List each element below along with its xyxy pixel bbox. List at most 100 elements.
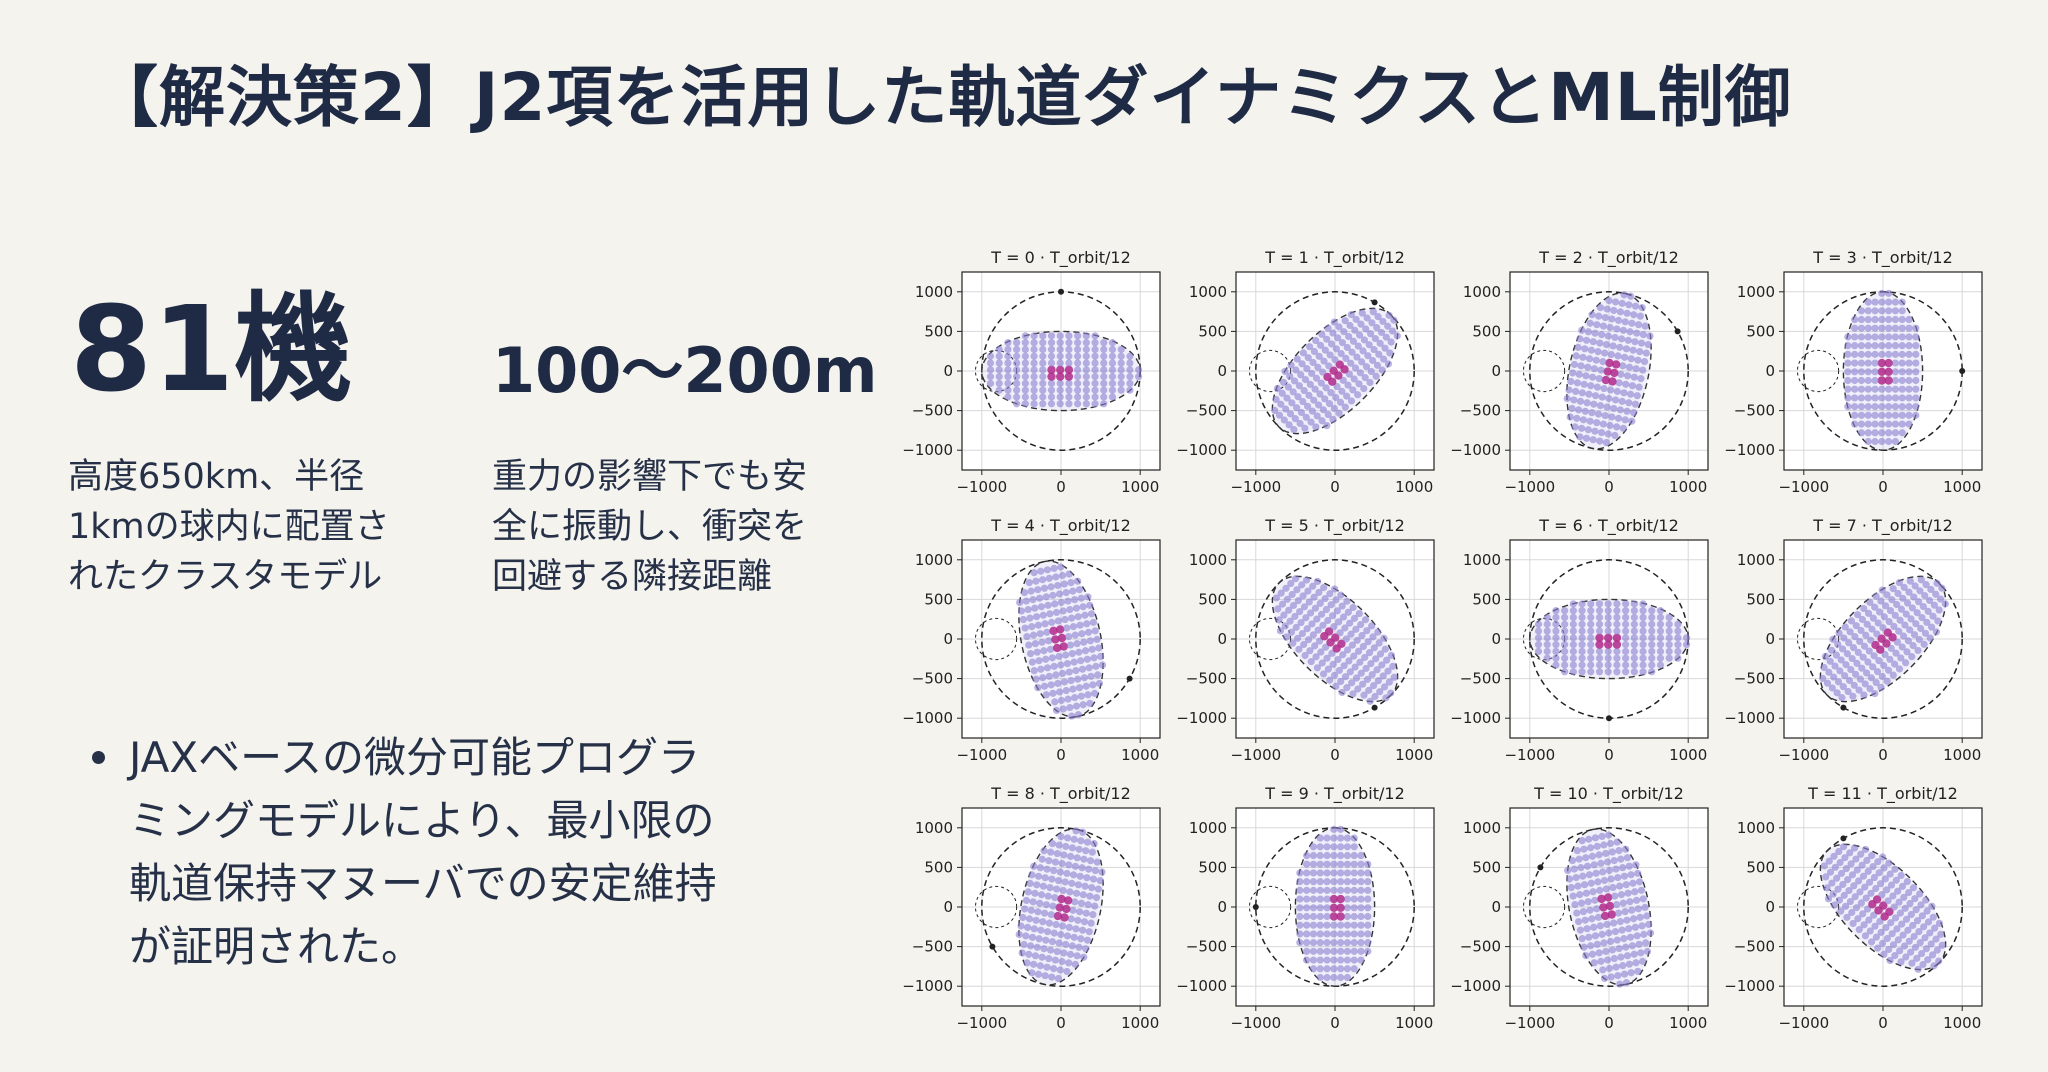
cluster-point xyxy=(1889,941,1898,949)
cluster-point xyxy=(1635,878,1644,886)
cluster-point xyxy=(1852,622,1860,630)
cluster-point xyxy=(1357,912,1365,921)
cluster-point xyxy=(1034,586,1042,594)
cluster-center-point xyxy=(1324,627,1334,636)
cluster-point xyxy=(1590,959,1598,967)
cluster-center-point xyxy=(1055,903,1064,912)
cluster-point xyxy=(1595,312,1603,320)
cluster-point xyxy=(1587,668,1595,676)
cluster-point xyxy=(1297,371,1305,379)
cluster-point xyxy=(1357,620,1365,629)
y-tick-label: −500 xyxy=(1460,670,1501,688)
cluster-point xyxy=(1047,352,1056,360)
y-tick-label: −1000 xyxy=(1724,441,1775,459)
cluster-point xyxy=(1848,871,1857,879)
cluster-point xyxy=(1885,342,1893,350)
cluster-point xyxy=(1043,664,1052,672)
cluster-point xyxy=(1569,627,1577,635)
cluster-point xyxy=(1610,954,1618,963)
cluster-point xyxy=(1004,379,1012,388)
cluster-point xyxy=(1830,673,1838,681)
cluster-point xyxy=(1587,382,1595,390)
cluster-point xyxy=(1017,922,1025,930)
cluster-point xyxy=(1349,603,1357,612)
cluster-point xyxy=(1894,887,1902,895)
cluster-point xyxy=(1317,610,1326,618)
cluster-point xyxy=(1063,967,1071,976)
cluster-point xyxy=(1040,647,1048,655)
cluster-point xyxy=(1350,878,1358,886)
cluster-point xyxy=(1844,394,1852,402)
cluster-point xyxy=(1569,634,1577,642)
cluster-point xyxy=(1636,312,1644,320)
cluster-point xyxy=(1287,361,1295,369)
cluster-point xyxy=(1350,912,1358,921)
cluster-point xyxy=(1587,600,1595,608)
y-tick-label: 0 xyxy=(1217,630,1227,648)
cluster-point xyxy=(1883,934,1891,943)
cluster-point xyxy=(1900,583,1908,591)
cluster-point xyxy=(1357,320,1365,328)
cluster-point xyxy=(1844,403,1852,411)
cluster-point xyxy=(1648,627,1656,635)
cluster-point xyxy=(1357,669,1365,677)
cluster-point xyxy=(1036,630,1044,638)
cluster-point xyxy=(1874,858,1882,866)
cluster-point xyxy=(1615,316,1623,325)
cluster-point xyxy=(1616,882,1624,890)
cluster-point xyxy=(1390,316,1398,324)
cluster-point xyxy=(1299,592,1307,600)
cluster-point xyxy=(1313,615,1321,623)
cluster-point xyxy=(1319,670,1328,678)
cluster-point xyxy=(1845,886,1853,895)
cluster-point xyxy=(1854,915,1862,923)
cluster-point xyxy=(1629,879,1637,887)
x-tick-label: −1000 xyxy=(956,478,1007,496)
cluster-point xyxy=(1857,315,1866,324)
cluster-point xyxy=(1922,896,1930,904)
cluster-point xyxy=(1337,947,1345,955)
cluster-point xyxy=(1587,641,1595,649)
cluster-point xyxy=(1861,845,1870,854)
cluster-point xyxy=(1915,635,1923,644)
cluster-point xyxy=(1327,389,1335,397)
cluster-point xyxy=(1912,411,1920,419)
cluster-point xyxy=(1911,582,1919,590)
cluster-point xyxy=(1098,868,1106,876)
cluster-point xyxy=(1925,596,1934,605)
cluster-point xyxy=(1569,600,1577,608)
cluster-point xyxy=(1360,336,1369,344)
cluster-point xyxy=(1025,915,1034,923)
cluster-point xyxy=(1316,599,1324,607)
cluster-point xyxy=(1906,626,1914,634)
cluster-point xyxy=(1323,843,1331,851)
cluster-point xyxy=(1333,607,1341,615)
cluster-point xyxy=(1089,875,1098,883)
cluster-point xyxy=(1364,939,1372,947)
cluster-point xyxy=(1343,860,1352,868)
cluster-point xyxy=(1063,932,1072,940)
x-tick-label: 1000 xyxy=(1943,746,1981,764)
cluster-point xyxy=(1330,878,1338,886)
cluster-point xyxy=(1299,397,1307,406)
cluster-point xyxy=(1839,843,1848,851)
cluster-point xyxy=(1872,592,1880,600)
cluster-point xyxy=(1323,654,1331,662)
cluster-point xyxy=(1593,940,1601,948)
cluster-point xyxy=(1895,665,1904,673)
cluster-point xyxy=(1618,397,1626,405)
cluster-point xyxy=(1607,875,1615,883)
cluster-point xyxy=(1594,348,1602,356)
cluster-point xyxy=(1337,930,1345,938)
cluster-point xyxy=(1576,891,1584,899)
cluster-point xyxy=(1606,839,1615,848)
cluster-point xyxy=(1089,911,1097,919)
cluster-center-point xyxy=(1595,633,1604,643)
cluster-point xyxy=(1587,879,1595,887)
cluster-center-point xyxy=(1056,365,1065,375)
cluster-point xyxy=(1929,612,1937,620)
cluster-point xyxy=(1927,585,1935,594)
cluster-point xyxy=(1828,879,1836,887)
cluster-point xyxy=(1013,339,1021,347)
